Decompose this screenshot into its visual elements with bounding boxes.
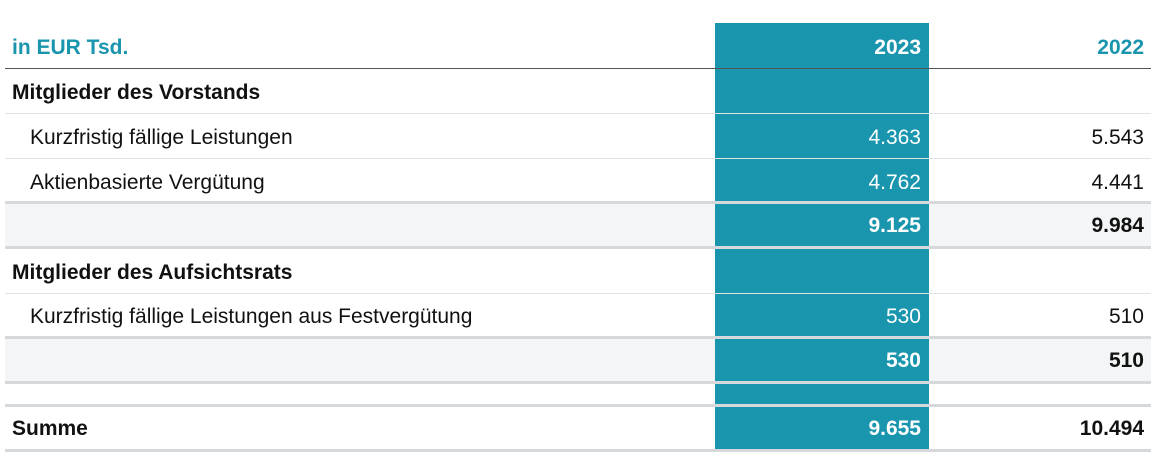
row-label: Kurzfristig fällige Leistungen aus Festv…	[30, 305, 473, 328]
subtotal-divider	[5, 201, 1151, 204]
value-2022: 510	[1108, 305, 1144, 328]
subtotal-2022: 510	[1108, 349, 1144, 372]
table-header: in EUR Tsd. 2023 2022	[5, 23, 1151, 68]
subtotal-row: 9.125 9.984	[5, 204, 1151, 246]
subtotal-divider	[5, 246, 1151, 249]
subtotal-row: 530 510	[5, 339, 1151, 381]
value-2022: 5.543	[1091, 126, 1144, 149]
section-title-row: Mitglieder des Aufsichtsrats	[5, 249, 1151, 293]
column-header-2023: 2023	[874, 36, 921, 59]
value-2023: 4.363	[868, 126, 921, 149]
total-row: Summe 9.655 10.494	[5, 407, 1151, 449]
bottom-divider	[5, 449, 1151, 452]
table-row: Kurzfristig fällige Leistungen aus Festv…	[5, 294, 1151, 337]
subtotal-background	[5, 339, 1151, 381]
subtotal-background	[5, 204, 1151, 246]
value-2022: 4.441	[1091, 171, 1144, 194]
highlight-column-2023	[715, 23, 929, 452]
total-divider	[5, 404, 1151, 407]
row-divider	[5, 113, 1151, 114]
column-header-2022: 2022	[1097, 36, 1144, 59]
section-title-aufsichtsrat: Mitglieder des Aufsichtsrats	[12, 261, 293, 284]
row-divider	[5, 293, 1151, 294]
subtotal-2023: 9.125	[868, 214, 921, 237]
row-divider	[5, 158, 1151, 159]
subtotal-2022: 9.984	[1091, 214, 1144, 237]
section-title-row: Mitglieder des Vorstands	[5, 69, 1151, 113]
table-row: Aktienbasierte Vergütung 4.762 4.441	[5, 159, 1151, 203]
value-2023: 530	[885, 305, 921, 328]
total-2023: 9.655	[868, 417, 921, 440]
unit-label: in EUR Tsd.	[12, 36, 129, 59]
section-title-vorstand: Mitglieder des Vorstands	[12, 81, 261, 104]
row-label: Aktienbasierte Vergütung	[30, 171, 265, 194]
header-divider	[5, 68, 1151, 69]
value-2023: 4.762	[868, 171, 921, 194]
subtotal-divider	[5, 381, 1151, 384]
subtotal-2023: 530	[885, 349, 921, 372]
table-row: Kurzfristig fällige Leistungen 4.363 5.5…	[5, 114, 1151, 158]
row-label: Kurzfristig fällige Leistungen	[30, 126, 293, 149]
total-label: Summe	[12, 417, 88, 440]
total-2022: 10.494	[1079, 417, 1144, 440]
subtotal-divider	[5, 336, 1151, 339]
